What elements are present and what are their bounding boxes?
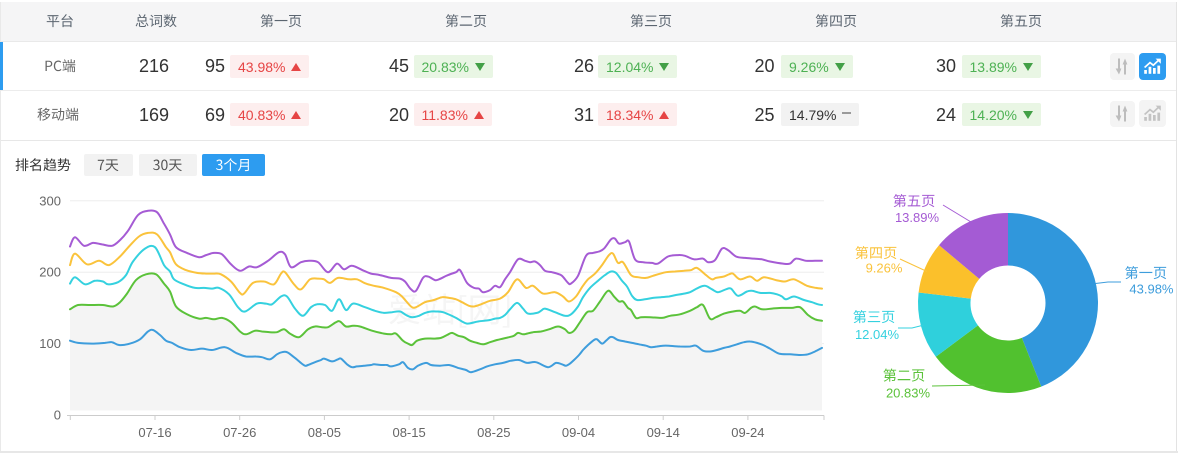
- svg-text:08-05: 08-05: [308, 425, 341, 440]
- svg-text:09-14: 09-14: [647, 425, 680, 440]
- svg-text:12.04%: 12.04%: [855, 327, 900, 342]
- svg-text:300: 300: [39, 193, 61, 208]
- svg-text:09-24: 09-24: [731, 425, 764, 440]
- svg-text:09-04: 09-04: [562, 425, 595, 440]
- svg-text:20.83%: 20.83%: [886, 386, 931, 401]
- svg-text:0: 0: [54, 408, 61, 423]
- svg-text:100: 100: [39, 336, 61, 351]
- svg-text:07-26: 07-26: [223, 425, 256, 440]
- svg-text:200: 200: [39, 265, 61, 280]
- svg-text:9.26%: 9.26%: [866, 261, 903, 276]
- svg-text:13.89%: 13.89%: [895, 210, 940, 225]
- svg-text:43.98%: 43.98%: [1129, 282, 1174, 297]
- svg-text:07-16: 07-16: [138, 425, 171, 440]
- svg-text:08-15: 08-15: [392, 425, 425, 440]
- svg-text:08-25: 08-25: [477, 425, 510, 440]
